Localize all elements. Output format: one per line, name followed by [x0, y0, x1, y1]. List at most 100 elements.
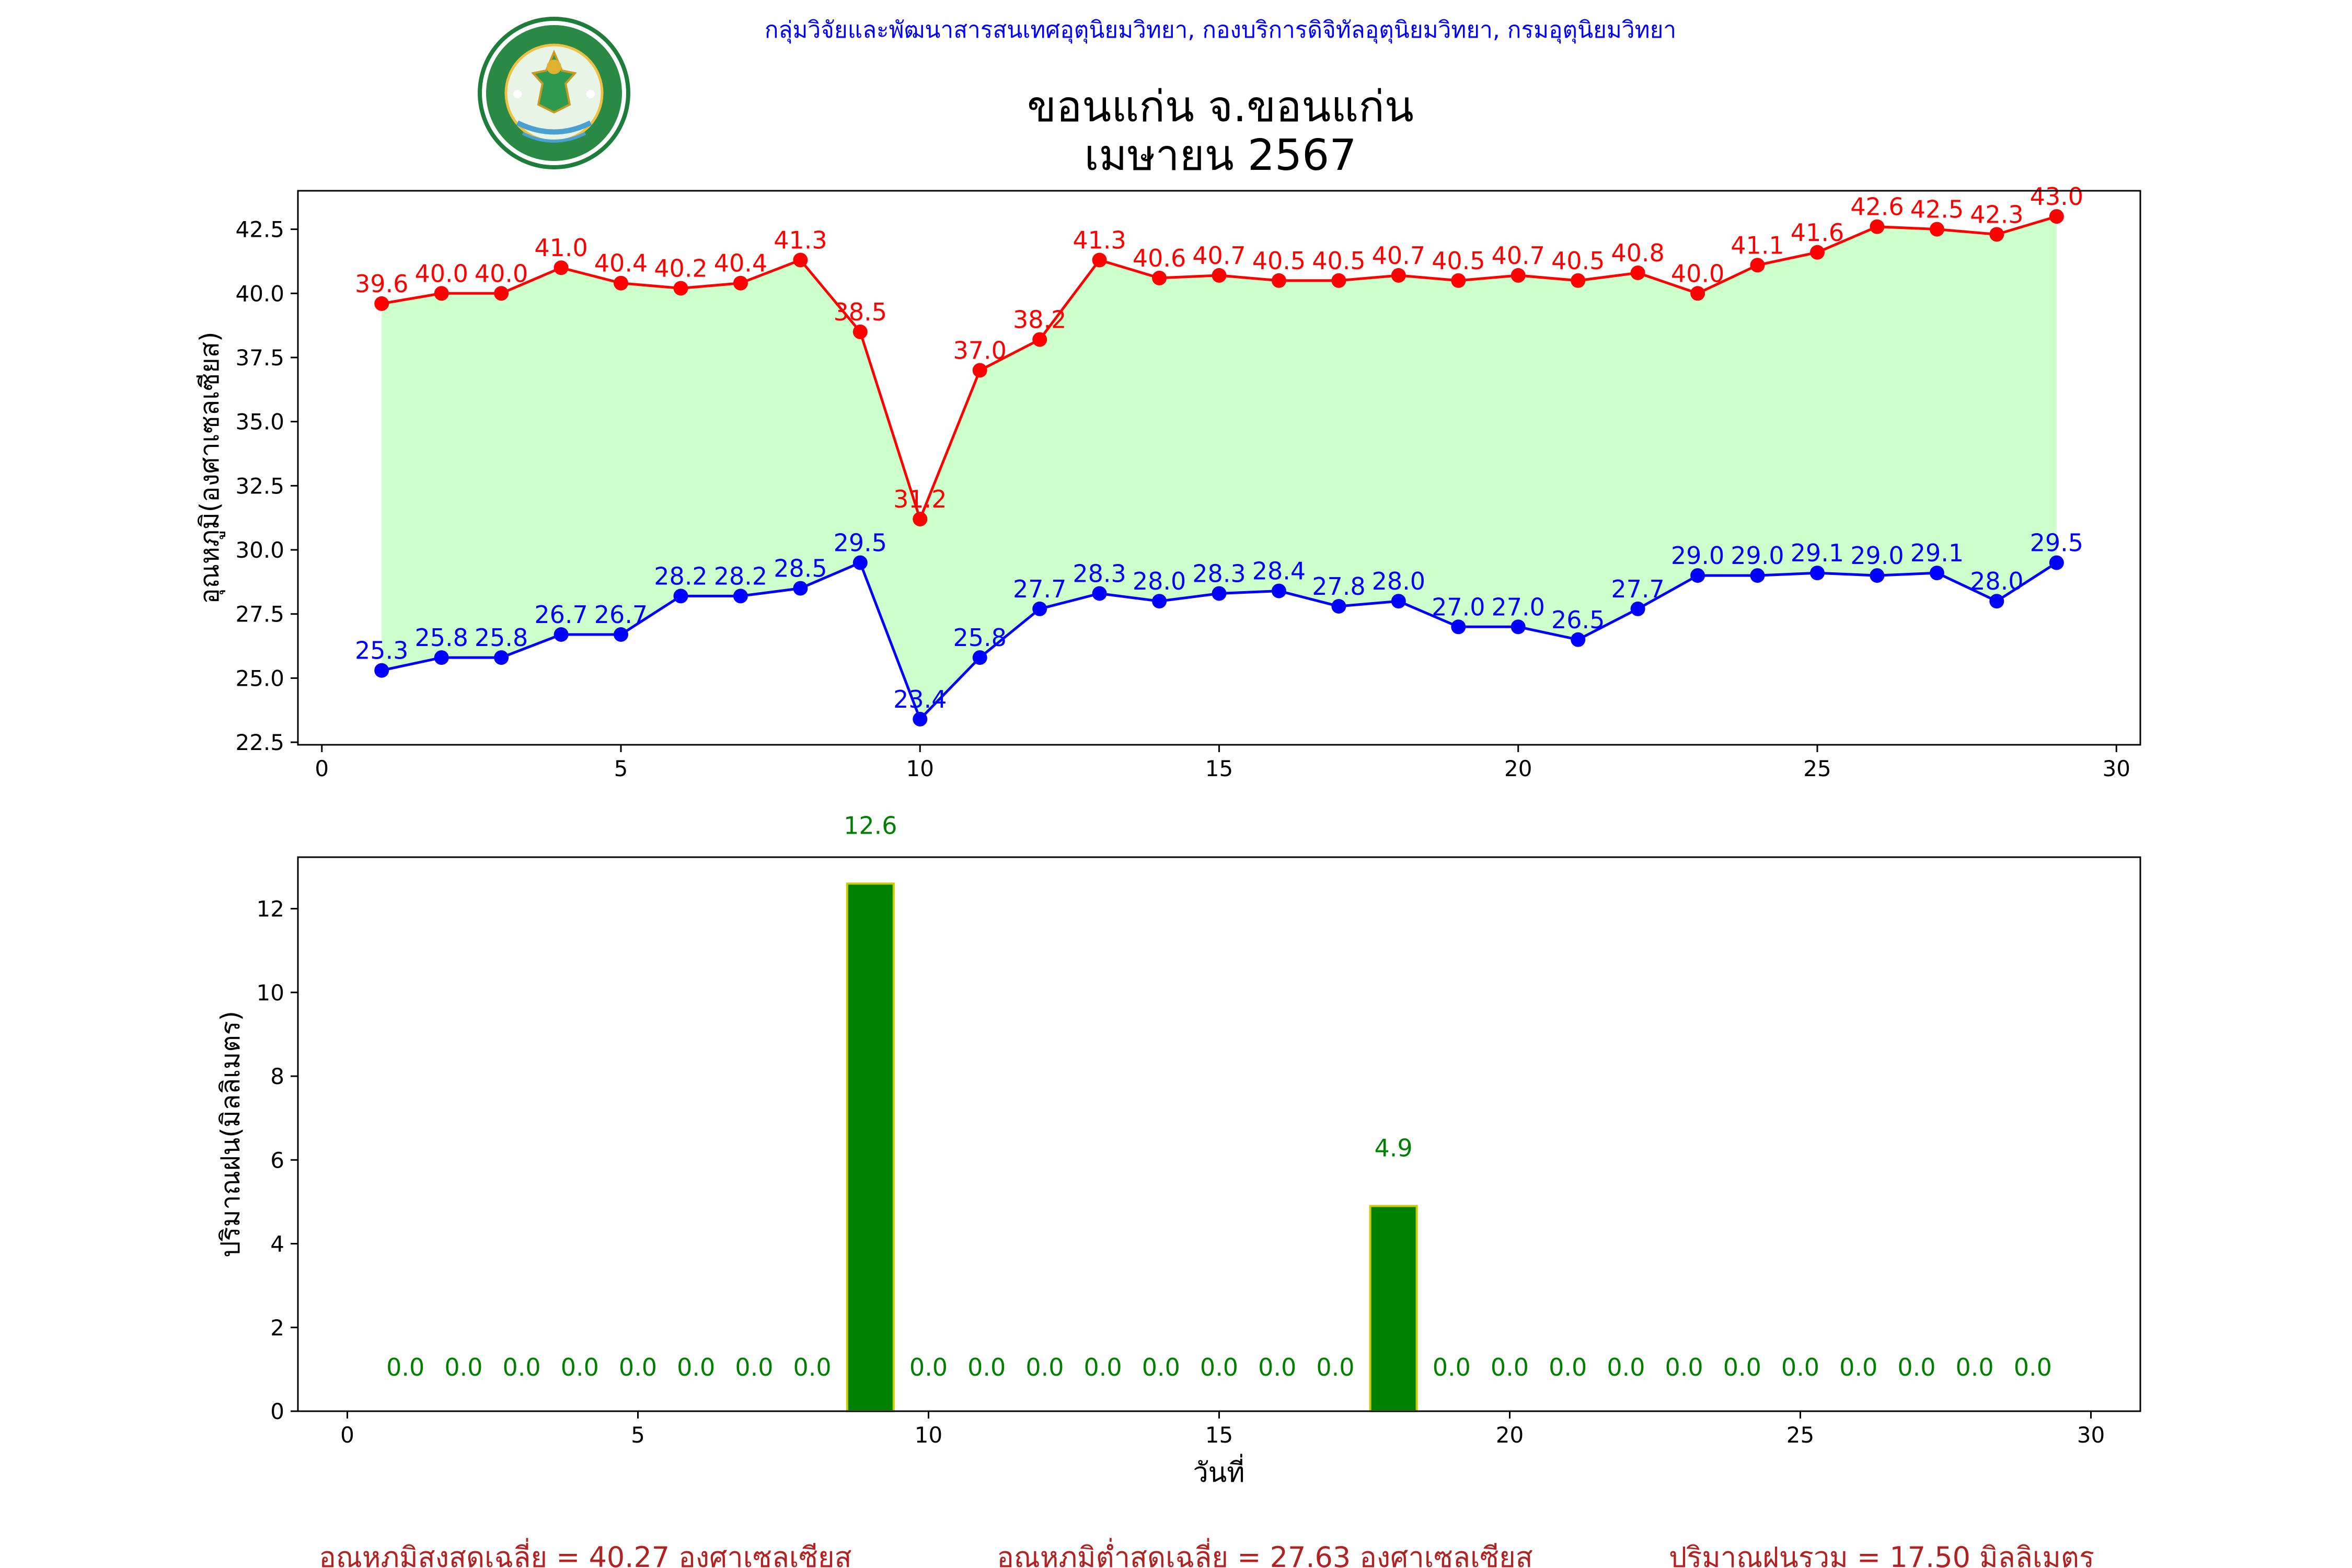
max-temperature-point: [1810, 245, 1825, 260]
rainfall-data-label: 0.0: [909, 1353, 948, 1381]
temperature-x-tick-label: 25: [1803, 756, 1831, 781]
max-temperature-data-label: 40.0: [475, 259, 528, 287]
rainfall-data-label: 12.6: [844, 812, 897, 840]
max-temperature-point: [1929, 222, 1944, 237]
average-min-temperature: อุณหภูมิต่ำสุดเฉลี่ย = 27.63 องศาเซลเซีย…: [997, 1538, 1532, 1568]
max-temperature-point: [374, 296, 389, 311]
min-temperature-point: [1391, 594, 1406, 609]
min-temperature-point: [793, 581, 808, 596]
min-temperature-data-label: 29.1: [1791, 539, 1844, 567]
rainfall-y-tick-label: 8: [270, 1064, 284, 1089]
max-temperature-data-label: 40.6: [1133, 244, 1186, 272]
max-temperature-data-label: 40.4: [714, 249, 767, 278]
min-temperature-point: [2049, 555, 2064, 570]
rainfall-data-label: 0.0: [1839, 1353, 1877, 1381]
rainfall-x-tick-label: 20: [1496, 1422, 1524, 1448]
min-temperature-series: [374, 555, 2064, 727]
temperature-y-tick-label: 35.0: [235, 409, 284, 435]
rainfall-y-tick-label: 2: [270, 1315, 284, 1341]
rainfall-y-axis-label: ปริมาณฝน(มิลลิเมตร): [215, 1011, 246, 1258]
max-temperature-point: [614, 275, 628, 291]
min-temperature-data-label: 28.5: [774, 555, 827, 583]
min-temperature-point: [1750, 568, 1765, 583]
min-temperature-point: [1032, 601, 1047, 616]
rainfall-data-label: 0.0: [1084, 1353, 1122, 1381]
max-temperature-point: [913, 512, 928, 527]
max-temperature-data-label: 40.0: [414, 259, 468, 287]
min-temperature-data-label: 27.8: [1312, 572, 1365, 601]
max-temperature-data-label: 40.7: [1491, 241, 1544, 270]
max-temperature-data-label: 42.3: [1970, 200, 2023, 228]
min-temperature-data-label: 28.0: [1970, 567, 2023, 595]
temperature-y-tick-label: 42.5: [235, 217, 284, 243]
max-temperature-data-label: 41.6: [1791, 218, 1844, 247]
min-temperature-point: [1690, 568, 1705, 583]
min-temperature-point: [1092, 586, 1107, 601]
rainfall-data-label: 0.0: [1258, 1353, 1296, 1381]
min-temperature-data-label: 25.8: [414, 624, 468, 652]
max-temperature-data-label: 31.2: [893, 485, 947, 513]
rainfall-data-label: 0.0: [444, 1353, 482, 1381]
max-temperature-point: [1152, 270, 1167, 285]
min-temperature-data-label: 29.0: [1671, 541, 1724, 570]
rainfall-y-tick-label: 4: [270, 1231, 284, 1257]
min-temperature-data-label: 28.2: [714, 562, 767, 590]
max-temperature-point: [1750, 258, 1765, 273]
min-temperature-data-label: 26.7: [534, 601, 587, 629]
temperature-x-tick-label: 20: [1504, 756, 1532, 781]
max-temperature-data-label: 41.0: [534, 234, 587, 262]
rainfall-bar: [846, 882, 895, 1412]
max-temperature-data-label: 37.0: [953, 337, 1006, 365]
rainfall-plot-frame: [297, 856, 2141, 1412]
min-temperature-point: [1451, 619, 1466, 635]
max-temperature-point: [1630, 266, 1645, 280]
max-temperature-data-label: 40.7: [1192, 241, 1246, 270]
rainfall-data-label: 0.0: [1897, 1353, 1935, 1381]
max-temperature-point: [673, 281, 688, 296]
rainfall-y-tick-label: 12: [257, 896, 284, 922]
rainfall-chart: 0.0 0.0 0.0 0.0 0.0 0.0 0.0 0.0 12.6 0.0 0.0 0.0 0.0…: [215, 812, 2141, 1489]
max-temperature-data-label: 40.5: [1252, 247, 1306, 275]
max-temperature-point: [852, 324, 868, 339]
max-temperature-point: [1571, 273, 1586, 288]
min-temperature-data-label: 28.2: [654, 562, 707, 590]
rainfall-data-label: 0.0: [1200, 1353, 1238, 1381]
max-temperature-point: [1511, 268, 1526, 283]
max-temperature-data-label: 42.5: [1910, 195, 1964, 224]
max-temperature-data-label: 40.4: [594, 249, 648, 278]
min-temperature-point: [1331, 599, 1346, 614]
temperature-y-tick-label: 40.0: [235, 281, 284, 306]
rainfall-x-tick-label: 5: [631, 1422, 645, 1448]
temperature-y-tick-label: 32.5: [235, 473, 284, 499]
max-temperature-data-label: 40.5: [1432, 247, 1485, 275]
min-temperature-point: [1152, 594, 1167, 609]
min-temperature-point: [1870, 568, 1885, 583]
max-temperature-data-label: 42.6: [1850, 193, 1904, 221]
max-temperature-point: [733, 275, 748, 291]
organization-line: กลุ่มวิจัยและพัฒนาสารสนเทศอุตุนิยมวิทยา,…: [765, 17, 1676, 44]
rainfall-x-tick-label: 25: [1786, 1422, 1814, 1448]
rainfall-data-label: 0.0: [793, 1353, 832, 1381]
rainfall-data-label: 0.0: [1665, 1353, 1703, 1381]
rainfall-data-label: 0.0: [1549, 1353, 1587, 1381]
rainfall-bars: [846, 882, 1418, 1412]
rainfall-x-tick-label: 0: [340, 1422, 354, 1448]
min-temperature-point: [1271, 583, 1286, 598]
rainfall-y-tick-label: 10: [257, 980, 284, 1006]
rainfall-data-label: 0.0: [1781, 1353, 1819, 1381]
min-temperature-data-label: 27.0: [1432, 593, 1485, 621]
rainfall-data-label: 0.0: [677, 1353, 715, 1381]
temperature-y-tick-label: 22.5: [235, 730, 284, 755]
min-temperature-point: [1989, 594, 2004, 609]
min-temperature-point: [1929, 566, 1944, 581]
max-temperature-data-label: 40.5: [1551, 247, 1605, 275]
temperature-range-area: [382, 216, 2057, 719]
min-temperature-point: [852, 555, 868, 570]
min-temperature-point: [913, 711, 928, 727]
max-temperature-data-label: 40.7: [1372, 241, 1425, 270]
temperature-y-axis-label: อุณหภูมิ(องศาเซลเซียส): [194, 331, 225, 604]
temperature-y-tick-label: 37.5: [235, 345, 284, 371]
total-rainfall: ปริมาณฝนรวม = 17.50 มิลลิเมตร: [1669, 1541, 2094, 1568]
max-temperature-point: [1391, 268, 1406, 283]
